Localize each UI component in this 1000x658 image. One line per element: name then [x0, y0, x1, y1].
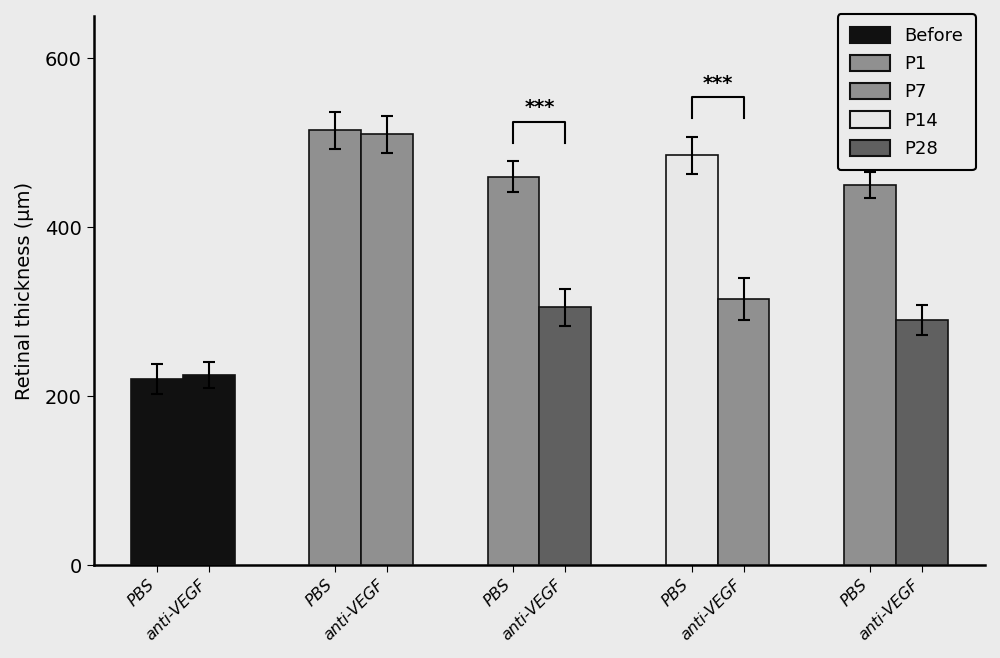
- Legend: Before, P1, P7, P14, P28: Before, P1, P7, P14, P28: [838, 14, 976, 170]
- Bar: [539, 307, 591, 565]
- Bar: [718, 299, 769, 565]
- Text: ***: ***: [524, 99, 555, 118]
- Bar: [666, 155, 718, 565]
- Y-axis label: Retinal thickness (μm): Retinal thickness (μm): [15, 182, 34, 399]
- Bar: [488, 176, 539, 565]
- Bar: [309, 130, 361, 565]
- Text: ***: ***: [702, 74, 733, 93]
- Bar: [361, 134, 413, 565]
- Bar: [131, 379, 183, 565]
- Bar: [896, 320, 948, 565]
- Text: ***: ***: [881, 109, 911, 128]
- Bar: [183, 375, 235, 565]
- Bar: [844, 185, 896, 565]
